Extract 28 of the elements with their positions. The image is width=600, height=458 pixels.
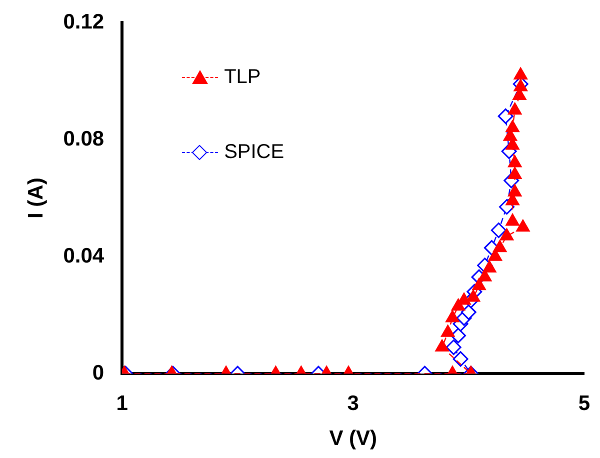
- y-tick-label: 0.08: [63, 127, 104, 150]
- point: [482, 260, 496, 273]
- point: [508, 184, 522, 196]
- point: [514, 79, 528, 92]
- point: [466, 290, 480, 302]
- point: [514, 68, 528, 80]
- point: [508, 102, 522, 115]
- legend-label: TLP: [224, 66, 261, 90]
- y-tick-label: 0: [92, 361, 104, 384]
- x-axis-title: V (V): [329, 427, 378, 450]
- point: [508, 155, 522, 168]
- point: [506, 120, 520, 132]
- point: [498, 108, 514, 124]
- point: [508, 166, 522, 179]
- x-tick-label: 5: [578, 392, 590, 415]
- point: [441, 324, 455, 337]
- point: [446, 310, 460, 322]
- y-axis-title: I (A): [24, 178, 48, 219]
- point: [500, 228, 514, 240]
- point: [472, 278, 486, 290]
- legend-label: SPICE: [224, 141, 284, 164]
- x-tick-label: 3: [347, 392, 359, 415]
- y-tick-label: 0.04: [63, 244, 104, 268]
- point: [516, 220, 530, 232]
- y-tick-label: 0.12: [63, 10, 104, 34]
- point: [506, 214, 520, 226]
- point: [493, 240, 507, 252]
- x-tick-label: 1: [116, 392, 128, 415]
